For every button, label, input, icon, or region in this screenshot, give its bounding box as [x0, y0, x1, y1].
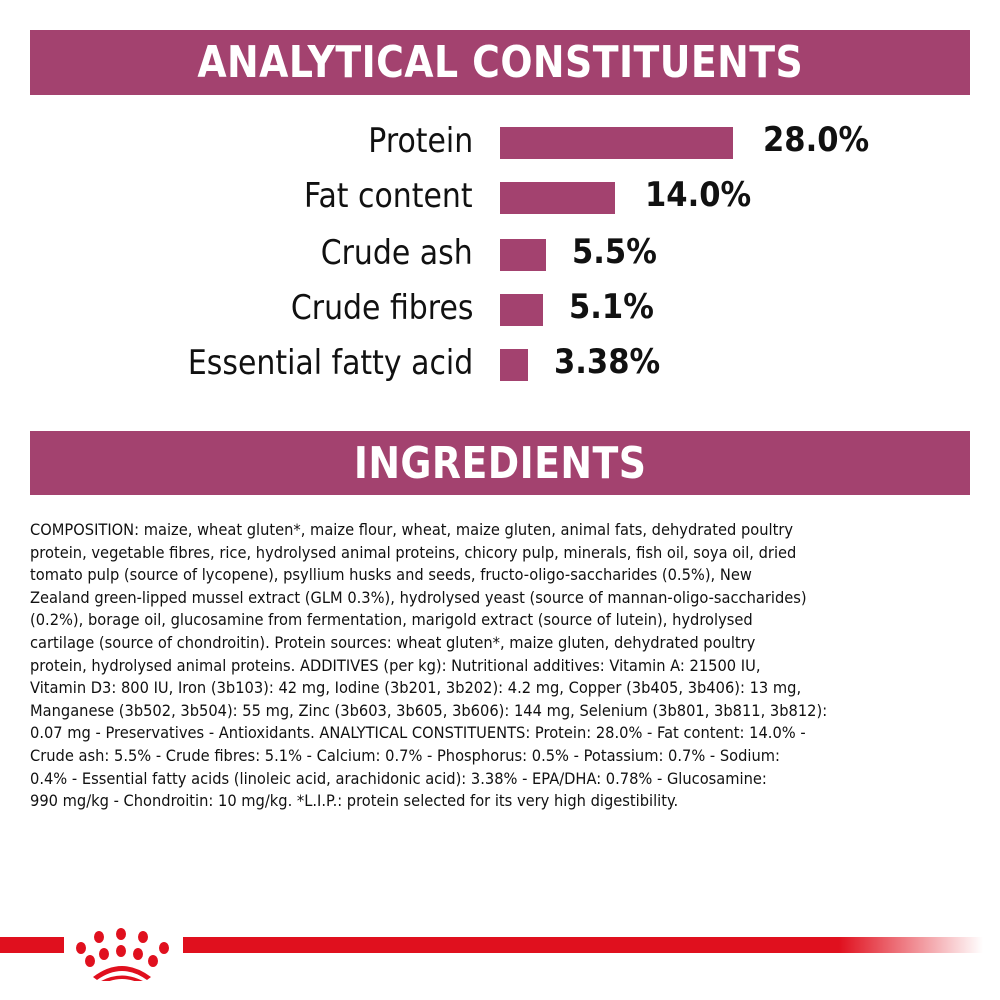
bar-protein	[500, 127, 733, 159]
ingredients-banner: INGREDIENTS	[30, 431, 970, 495]
bar-value: 3.38%	[554, 342, 661, 382]
crown-icon	[76, 928, 169, 981]
bar-fat-content	[500, 182, 615, 214]
bar-label: Protein	[368, 121, 473, 161]
ingredients-title: INGREDIENTS	[353, 437, 647, 489]
ingredients-text: COMPOSITION: maize, wheat gluten*, maize…	[30, 519, 980, 813]
chart-row-crude-ash: Crude ash 5.5%	[0, 232, 1000, 273]
chart-row-essential-fatty-acid: Essential fatty acid 3.38%	[0, 342, 1000, 383]
brand-footer	[0, 925, 1000, 985]
analytical-constituents-banner: ANALYTICAL CONSTITUENTS	[30, 30, 970, 95]
ingredients-line: Zealand green-lipped mussel extract (GLM…	[30, 587, 807, 607]
bar-crude-ash	[500, 239, 546, 271]
bar-label: Crude ash	[321, 233, 473, 273]
ingredients-line: 0.07 mg - Preservatives - Antioxidants. …	[30, 723, 806, 743]
chart-row-crude-fibres: Crude fibres 5.1%	[0, 287, 1000, 328]
bar-label: Fat content	[304, 176, 473, 216]
bar-value: 28.0%	[763, 120, 870, 160]
ingredients-line: 0.4% - Essential fatty acids (linoleic a…	[30, 768, 767, 788]
ingredients-line: protein, vegetable fibres, rice, hydroly…	[30, 542, 797, 562]
brand-stripe-left	[0, 937, 64, 953]
chart-row-protein: Protein 28.0%	[0, 120, 1000, 161]
ingredients-line: Manganese (3b502, 3b504): 55 mg, Zinc (3…	[30, 700, 828, 720]
bar-value: 5.1%	[569, 287, 654, 327]
bar-value: 14.0%	[645, 175, 752, 215]
ingredients-line: tomato pulp (source of lycopene), psylli…	[30, 565, 752, 585]
bar-label: Essential fatty acid	[187, 343, 473, 383]
ingredients-line: cartilage (source of chondroitin). Prote…	[30, 632, 756, 652]
ingredients-line: COMPOSITION: maize, wheat gluten*, maize…	[30, 520, 794, 539]
bar-value: 5.5%	[572, 232, 657, 272]
bar-essential-fatty-acid	[500, 349, 528, 381]
bar-label: Crude fibres	[290, 288, 473, 328]
ingredients-line: (0.2%), borage oil, glucosamine from fer…	[30, 610, 753, 630]
ingredients-line: Vitamin D3: 800 IU, Iron (3b103): 42 mg,…	[30, 678, 802, 698]
ingredients-line: Crude ash: 5.5% - Crude fibres: 5.1% - C…	[30, 745, 781, 765]
bar-crude-fibres	[500, 294, 543, 326]
ingredients-line: protein, hydrolysed animal proteins. ADD…	[30, 655, 761, 675]
brand-stripe-right	[183, 937, 983, 953]
analytical-constituents-title: ANALYTICAL CONSTITUENTS	[197, 37, 803, 88]
analytical-constituents-chart: Protein 28.0% Fat content 14.0% Crude as…	[0, 0, 1000, 400]
ingredients-line: 990 mg/kg - Chondroitin: 10 mg/kg. *L.I.…	[30, 791, 679, 811]
chart-row-fat-content: Fat content 14.0%	[0, 175, 1000, 216]
